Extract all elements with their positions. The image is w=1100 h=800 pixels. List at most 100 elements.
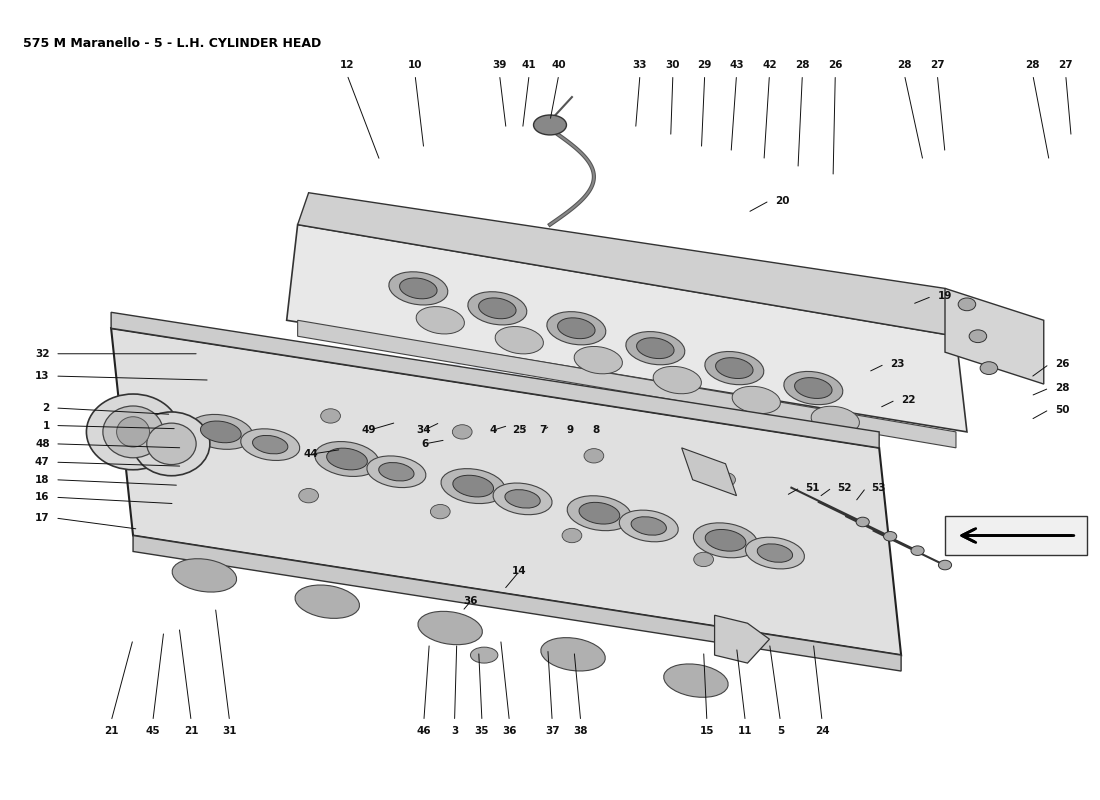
Ellipse shape [253,435,288,454]
Text: 31: 31 [222,726,236,736]
Text: 7: 7 [540,426,547,435]
Ellipse shape [541,638,605,671]
Text: 33: 33 [632,60,647,70]
Ellipse shape [87,394,179,470]
Text: 36: 36 [503,726,517,736]
Ellipse shape [327,448,367,470]
Ellipse shape [471,647,498,663]
Ellipse shape [241,429,299,461]
Text: 4: 4 [490,426,496,435]
Text: 21: 21 [184,726,198,736]
Ellipse shape [416,306,464,334]
Text: 30: 30 [666,60,680,70]
Ellipse shape [653,366,702,394]
Text: 2: 2 [43,403,50,413]
Ellipse shape [453,475,494,497]
Ellipse shape [693,523,758,558]
Text: 17: 17 [35,513,50,523]
Ellipse shape [188,414,253,450]
Text: 9: 9 [566,426,573,435]
Ellipse shape [757,544,793,562]
Text: 39: 39 [493,60,507,70]
Text: 42: 42 [762,60,777,70]
Text: 8: 8 [593,426,600,435]
Circle shape [969,330,987,342]
Circle shape [716,473,736,487]
Ellipse shape [200,421,241,442]
Text: 10: 10 [408,60,422,70]
Text: eurospares: eurospares [321,350,779,418]
Text: 27: 27 [930,60,945,70]
Text: 26: 26 [1055,359,1069,369]
Text: 14: 14 [512,566,527,577]
Text: 28: 28 [898,60,912,70]
Ellipse shape [705,351,763,385]
Text: 25: 25 [512,426,527,435]
Ellipse shape [547,312,606,345]
Text: 19: 19 [937,291,952,302]
Ellipse shape [146,423,196,465]
Polygon shape [298,320,956,448]
Ellipse shape [631,517,667,535]
Text: 28: 28 [1055,383,1069,393]
Ellipse shape [295,585,360,618]
Text: 28: 28 [1025,60,1040,70]
Ellipse shape [367,456,426,487]
Text: 50: 50 [1055,405,1069,414]
FancyBboxPatch shape [945,515,1087,554]
Text: 36: 36 [464,596,478,606]
Ellipse shape [388,272,448,305]
Text: 27: 27 [1058,60,1072,70]
Ellipse shape [558,318,595,338]
Text: 44: 44 [304,450,318,459]
Text: 3: 3 [451,726,459,736]
Ellipse shape [811,406,859,434]
Text: 52: 52 [837,482,852,493]
Circle shape [430,505,450,518]
Circle shape [958,298,976,310]
Ellipse shape [705,530,746,551]
Text: 29: 29 [697,60,712,70]
Ellipse shape [378,462,414,481]
Text: 15: 15 [700,726,714,736]
Text: 23: 23 [890,359,904,369]
Ellipse shape [117,417,150,447]
Ellipse shape [418,611,483,645]
Text: 43: 43 [729,60,744,70]
Ellipse shape [478,298,516,318]
Polygon shape [133,535,901,671]
Ellipse shape [103,406,163,458]
Polygon shape [682,448,737,496]
Text: 35: 35 [475,726,490,736]
Circle shape [321,409,340,423]
Ellipse shape [505,490,540,508]
Ellipse shape [663,664,728,698]
Text: 1: 1 [43,421,50,430]
Text: 20: 20 [774,196,790,206]
Ellipse shape [716,358,754,378]
Ellipse shape [133,412,210,476]
Circle shape [584,449,604,463]
Text: 45: 45 [145,726,161,736]
Text: 12: 12 [340,60,354,70]
Ellipse shape [746,538,804,569]
Polygon shape [111,328,901,655]
Text: 575 M Maranello - 5 - L.H. CYLINDER HEAD: 575 M Maranello - 5 - L.H. CYLINDER HEAD [23,38,321,50]
Polygon shape [715,615,769,663]
Text: 21: 21 [103,726,119,736]
Text: 38: 38 [573,726,588,736]
Ellipse shape [794,378,832,398]
Ellipse shape [173,558,236,592]
Text: 22: 22 [901,395,915,405]
Ellipse shape [784,371,843,405]
Polygon shape [287,225,967,432]
Circle shape [911,546,924,555]
Ellipse shape [441,469,505,503]
Ellipse shape [493,483,552,514]
Text: 47: 47 [35,457,50,467]
Text: 41: 41 [521,60,537,70]
Text: 48: 48 [35,439,50,449]
Text: 18: 18 [35,474,50,485]
Text: 46: 46 [417,726,431,736]
Ellipse shape [733,386,780,414]
